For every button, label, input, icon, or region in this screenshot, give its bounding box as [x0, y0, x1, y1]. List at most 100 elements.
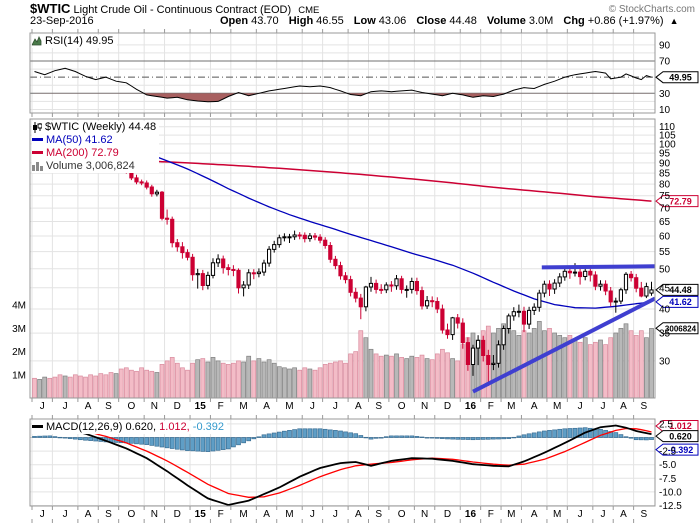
axis-callout-box: [655, 430, 699, 443]
svg-text:S: S: [375, 509, 382, 520]
svg-text:95: 95: [659, 149, 671, 160]
svg-text:A: A: [263, 401, 270, 412]
svg-text:85: 85: [659, 169, 671, 180]
volume-legend-value: 3,006,824: [85, 160, 135, 172]
ma50-legend-value: 41.62: [85, 134, 113, 146]
svg-text:-7.5: -7.5: [659, 474, 677, 485]
up-arrow-icon: ▲: [669, 16, 679, 26]
macd-value: 0.620,: [125, 421, 157, 433]
svg-text:F: F: [488, 401, 494, 412]
svg-text:10: 10: [659, 105, 671, 116]
svg-text:O: O: [398, 509, 406, 520]
svg-text:-10.0: -10.0: [659, 487, 682, 498]
svg-text:A: A: [620, 509, 627, 520]
svg-text:105: 105: [659, 131, 676, 142]
svg-text:1.012: 1.012: [669, 421, 692, 431]
svg-text:30: 30: [659, 89, 671, 100]
svg-text:41.62: 41.62: [669, 297, 692, 307]
svg-text:2M: 2M: [12, 347, 26, 358]
svg-text:O: O: [128, 509, 136, 520]
ma50-legend-line: MA(50) 41.62: [32, 134, 156, 147]
horizontal-resistance: [541, 264, 656, 270]
symbol-legend-line: $WTIC (Weekly) 44.48: [32, 121, 156, 134]
svg-text:90: 90: [659, 158, 671, 169]
copyright: © StockCharts.com: [608, 4, 695, 15]
svg-text:3006824: 3006824: [665, 324, 697, 333]
svg-text:A: A: [620, 401, 627, 412]
rsi-legend-label: RSI(14): [45, 35, 83, 47]
rsi-legend-value: 49.95: [85, 35, 114, 47]
svg-text:J: J: [310, 509, 315, 520]
svg-text:15: 15: [195, 509, 207, 520]
svg-text:A: A: [531, 401, 538, 412]
svg-text:40: 40: [659, 305, 671, 316]
open-value: 43.70: [251, 15, 279, 27]
svg-text:J: J: [578, 509, 583, 520]
svg-text:70: 70: [659, 204, 671, 215]
volume-legend-line: Volume 3,006,824: [32, 160, 156, 173]
svg-text:F: F: [218, 401, 224, 412]
macd-panel-border: [29, 418, 656, 507]
ticker-symbol: $WTIC: [30, 1, 71, 16]
svg-text:J: J: [333, 509, 338, 520]
svg-text:M: M: [507, 509, 515, 520]
svg-text:M: M: [239, 509, 247, 520]
macd-legend: MACD(12,26,9) 0.620, 1.012, -0.392: [32, 421, 227, 434]
exchange-label: CME: [298, 5, 320, 16]
svg-text:65: 65: [659, 217, 671, 228]
change-value: +0.86 (+1.97%): [587, 15, 664, 27]
svg-text:90: 90: [659, 40, 671, 51]
svg-text:A: A: [85, 509, 92, 520]
axis-layer: [29, 29, 656, 523]
svg-text:A: A: [263, 509, 270, 520]
ma50-legend-label: MA(50): [46, 134, 83, 146]
svg-text:O: O: [128, 401, 136, 412]
svg-text:80: 80: [659, 180, 671, 191]
close-value: 44.48: [449, 15, 477, 27]
change-label: Chg: [563, 15, 585, 27]
svg-text:75: 75: [659, 191, 671, 202]
rsi-area-icon: [31, 36, 42, 46]
axis-callout-box: [655, 443, 699, 456]
low-label: Low: [353, 15, 376, 27]
svg-text:D: D: [174, 509, 181, 520]
svg-text:3M: 3M: [12, 324, 26, 335]
svg-text:J: J: [578, 401, 583, 412]
high-value: 46.55: [316, 15, 344, 27]
axis-callout-box: [655, 419, 699, 432]
svg-text:35: 35: [659, 329, 671, 340]
series-layer: [32, 67, 656, 506]
open-label: Open: [220, 15, 249, 27]
svg-text:S: S: [105, 401, 112, 412]
svg-text:100: 100: [659, 139, 676, 150]
svg-text:N: N: [421, 401, 428, 412]
svg-text:4M: 4M: [12, 301, 26, 312]
svg-text:J: J: [601, 509, 606, 520]
svg-text:A: A: [85, 401, 92, 412]
macd-main-line: [34, 424, 652, 506]
low-value: 43.06: [378, 15, 407, 27]
volume-bars-icon: [32, 162, 43, 172]
svg-text:M: M: [553, 509, 561, 520]
svg-text:55: 55: [659, 247, 671, 258]
svg-text:N: N: [421, 509, 428, 520]
axis-callout-box: [655, 295, 699, 308]
quote-date: 23-Sep-2016: [30, 15, 94, 27]
rising-support: [472, 296, 656, 394]
svg-text:60: 60: [659, 231, 671, 242]
svg-text:O: O: [398, 401, 406, 412]
macd-signal-line: [34, 427, 652, 498]
ma200-legend-line: MA(200) 72.79: [32, 147, 156, 160]
svg-text:2.5: 2.5: [659, 419, 673, 430]
svg-text:44.48: 44.48: [669, 285, 692, 295]
svg-text:S: S: [640, 509, 647, 520]
svg-text:M: M: [285, 509, 293, 520]
svg-text:F: F: [218, 509, 224, 520]
svg-text:30: 30: [659, 356, 671, 367]
svg-text:S: S: [375, 401, 382, 412]
svg-text:M: M: [553, 401, 561, 412]
svg-text:110: 110: [659, 122, 675, 133]
svg-text:50: 50: [659, 264, 671, 275]
